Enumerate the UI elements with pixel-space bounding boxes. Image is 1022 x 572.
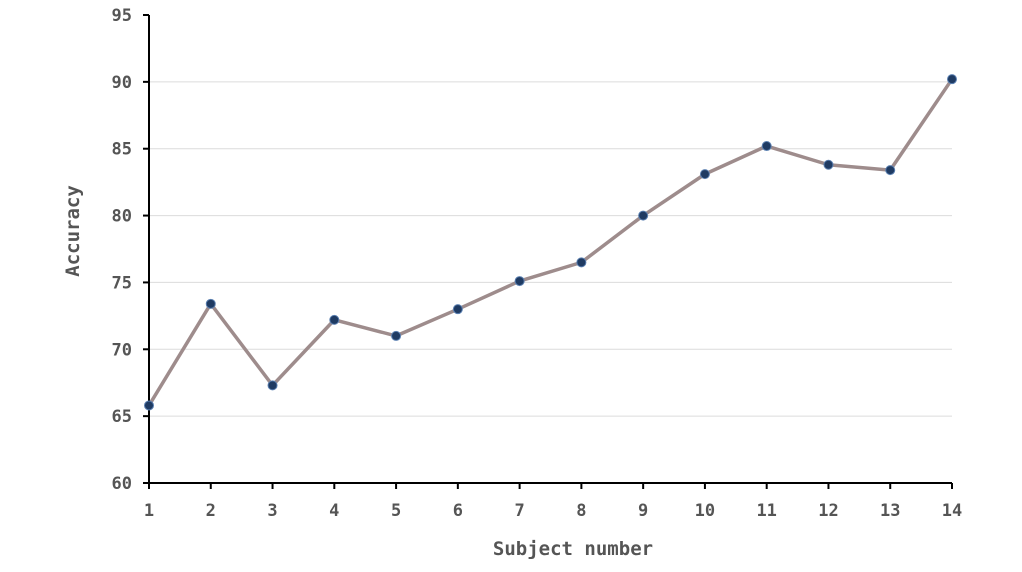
x-tick-label-2: 2 — [206, 501, 216, 521]
data-point-11 — [761, 141, 772, 152]
data-point-8 — [576, 257, 587, 268]
data-point-12 — [823, 159, 834, 170]
x-tick-label-3: 3 — [267, 501, 277, 521]
y-tick-label-80: 80 — [112, 207, 132, 227]
y-tick-label-65: 65 — [112, 407, 132, 427]
data-point-4 — [329, 314, 340, 325]
series-group — [144, 74, 957, 411]
y-tick-label-90: 90 — [112, 73, 132, 93]
data-point-5 — [391, 330, 402, 341]
data-point-9 — [638, 210, 649, 221]
data-point-13 — [885, 165, 896, 176]
x-tick-label-8: 8 — [576, 501, 586, 521]
data-point-7 — [514, 276, 525, 287]
x-tick-label-6: 6 — [453, 501, 463, 521]
x-tick-label-13: 13 — [880, 501, 900, 521]
y-tick-label-70: 70 — [112, 340, 132, 360]
data-point-6 — [452, 304, 463, 315]
x-tick-label-14: 14 — [942, 501, 962, 521]
x-axis-title: Subject number — [493, 538, 653, 560]
x-tick-label-12: 12 — [818, 501, 838, 521]
data-point-10 — [699, 169, 710, 180]
x-tick-label-1: 1 — [144, 501, 154, 521]
grid-lines — [149, 81, 952, 417]
x-tick-label-4: 4 — [329, 501, 339, 521]
data-point-1 — [144, 400, 154, 411]
y-tick-label-85: 85 — [112, 140, 132, 160]
data-point-3 — [267, 380, 278, 391]
data-point-2 — [205, 298, 216, 309]
x-tick-label-7: 7 — [514, 501, 524, 521]
series-line — [147, 77, 954, 408]
x-tick-label-10: 10 — [695, 501, 715, 521]
y-tick-label-75: 75 — [112, 273, 132, 293]
x-tick-label-5: 5 — [391, 501, 401, 521]
y-axis-title: Accuracy — [62, 185, 84, 277]
x-tick-label-11: 11 — [756, 501, 776, 521]
y-axis-ticks: 60 65 70 75 80 85 90 95 — [112, 6, 149, 494]
x-axis-ticks: 1 2 3 4 5 6 7 8 9 10 11 12 13 14 — [144, 483, 962, 521]
y-tick-label-95: 95 — [112, 6, 132, 26]
x-tick-label-9: 9 — [638, 501, 648, 521]
y-tick-label-60: 60 — [112, 474, 132, 494]
data-point-14 — [947, 74, 957, 85]
